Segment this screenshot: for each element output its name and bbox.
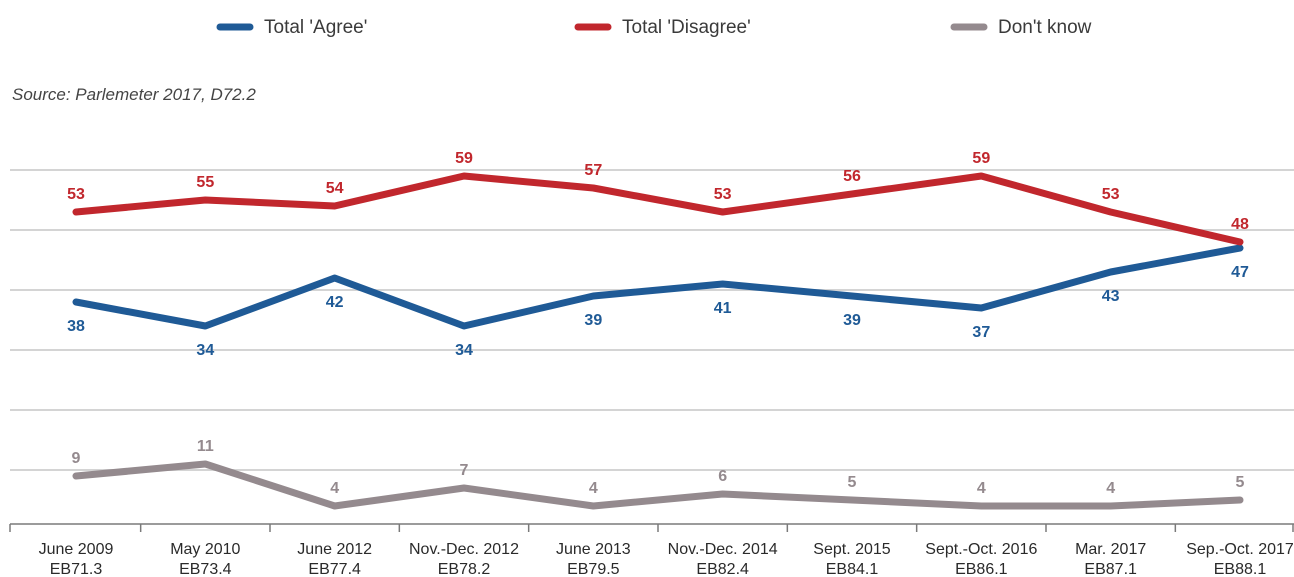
data-label: 53 [714, 186, 732, 203]
data-label: 34 [455, 342, 473, 359]
data-label: 4 [589, 480, 598, 497]
x-tick-label: Sep.-Oct. 2017 [1186, 541, 1294, 558]
x-tick-sublabel: EB82.4 [696, 561, 749, 577]
x-tick-label: June 2013 [556, 541, 631, 558]
data-label: 47 [1231, 264, 1249, 281]
data-label: 37 [972, 324, 990, 341]
x-tick-sublabel: EB71.3 [50, 561, 103, 577]
legend-label: Don't know [998, 17, 1092, 38]
series-line [72, 172, 1244, 246]
x-tick-label: Nov.-Dec. 2014 [668, 541, 778, 558]
data-label: 57 [584, 162, 602, 179]
x-tick-label: Sept.-Oct. 2016 [925, 541, 1037, 558]
chart-source-note: Source: Parlemeter 2017, D72.2 [12, 85, 256, 104]
x-tick-label: Mar. 2017 [1075, 541, 1146, 558]
data-label: 5 [1236, 474, 1245, 491]
data-label: 6 [718, 468, 727, 485]
data-label: 56 [843, 168, 861, 185]
data-label: 7 [460, 462, 469, 479]
x-tick-label: Nov.-Dec. 2012 [409, 541, 519, 558]
data-label: 11 [197, 438, 214, 455]
data-label: 38 [67, 318, 85, 335]
data-label: 43 [1102, 288, 1120, 305]
x-tick-sublabel: EB86.1 [955, 561, 1008, 577]
data-label: 59 [972, 150, 990, 167]
data-label: 4 [977, 480, 986, 497]
x-tick-sublabel: EB87.1 [1084, 561, 1137, 577]
data-label: 48 [1231, 216, 1249, 233]
data-label: 53 [1102, 186, 1120, 203]
chart-legend: Total 'Agree' Total 'Disagree' Don't know [216, 17, 1092, 38]
data-label: 39 [584, 312, 602, 329]
legend-label: Total 'Agree' [264, 17, 367, 38]
data-label: 41 [714, 300, 732, 317]
x-tick-sublabel: EB77.4 [308, 561, 361, 577]
x-tick-label: June 2009 [39, 541, 114, 558]
gridlines [10, 169, 1294, 471]
data-label: 59 [455, 150, 473, 167]
x-tick-label: June 2012 [297, 541, 372, 558]
data-label: 9 [72, 450, 81, 467]
data-label: 4 [1106, 480, 1115, 497]
data-label: 39 [843, 312, 861, 329]
legend-label: Total 'Disagree' [622, 17, 751, 38]
x-tick-sublabel: EB84.1 [826, 561, 879, 577]
x-axis: June 2009 EB71.3 May 2010 EB73.4 June 2012 EB… [9, 523, 1294, 577]
series-lines [72, 172, 1244, 510]
series-line [72, 460, 1244, 510]
x-tick-sublabel: EB78.2 [438, 561, 491, 577]
data-label: 5 [848, 474, 857, 491]
data-label: 53 [67, 186, 85, 203]
data-label: 54 [326, 180, 344, 197]
x-tick-label: May 2010 [170, 541, 240, 558]
data-label: 4 [330, 480, 339, 497]
x-tick-sublabel: EB88.1 [1214, 561, 1267, 577]
series-line [72, 244, 1244, 330]
data-label: 42 [326, 294, 344, 311]
x-tick-label: Sept. 2015 [813, 541, 891, 558]
x-tick-sublabel: EB73.4 [179, 561, 232, 577]
x-tick-sublabel: EB79.5 [567, 561, 620, 577]
data-label: 34 [196, 342, 214, 359]
data-label: 55 [196, 174, 214, 191]
